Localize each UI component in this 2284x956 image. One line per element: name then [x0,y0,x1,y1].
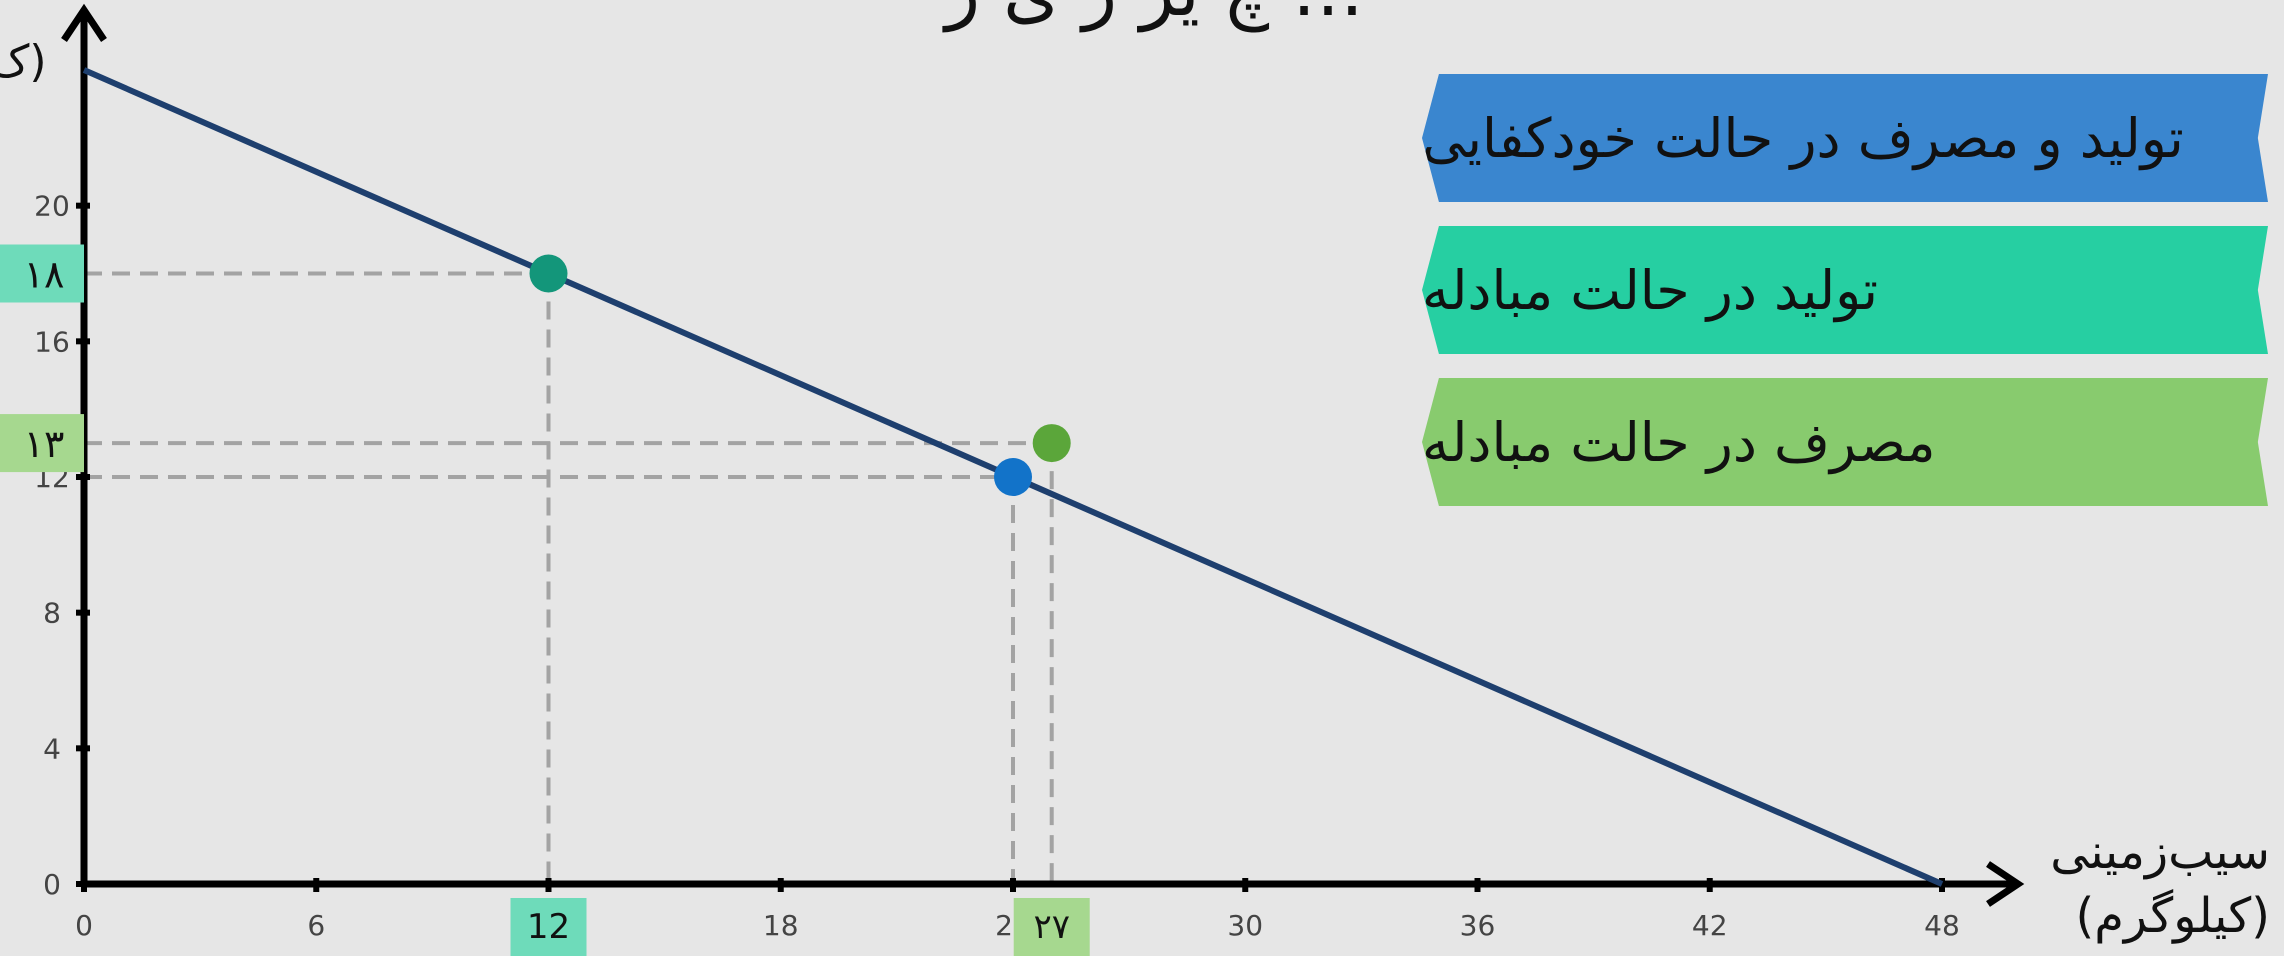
data-point [529,254,568,293]
y-axis-label: (ک [0,36,47,87]
chart-title: … چ یر ر ی ر [945,0,1364,32]
x-tick-label: 0 [75,909,93,942]
y-highlight-label: ۱۳ [24,422,65,466]
x-tick-label: 30 [1227,909,1263,942]
x-highlight-label: 12 [527,907,570,947]
x-tick-label: 18 [763,909,799,942]
legend-item-consumption-exchange: مصرف در حالت مبادله [1422,378,2268,506]
legend-label: مصرف در حالت مبادله [1422,410,1936,474]
y-tick-label: 4 [43,732,61,765]
x-highlight-label: ۲۷ [1033,907,1070,947]
y-highlight-box [0,414,84,473]
y-tick-label: 0 [43,868,61,901]
x-tick-label: 48 [1924,909,1960,942]
y-highlight-box [0,244,84,303]
x-tick-label: 6 [307,909,325,942]
legend-label: تولید در حالت مبادله [1422,258,1879,322]
x-tick-label: 36 [1460,909,1496,942]
y-highlight-label: ۱۸ [24,253,65,297]
legend-item-self-sufficiency: تولید و مصرف در حالت خودکفایی [1422,74,2268,202]
x-highlight-box [510,898,587,956]
x-tick-label: 42 [1692,909,1728,942]
y-tick-label: 20 [34,190,70,223]
x-axis-arrow [1986,861,2025,907]
y-tick-label: 8 [43,597,61,630]
x-axis-label: سیب‌زمینی (کیلوگرم) [2050,824,2270,944]
data-point [994,458,1032,496]
y-axis-arrow [61,3,107,42]
y-tick-label: 16 [34,325,70,358]
data-point [1032,424,1071,463]
legend-label: تولید و مصرف در حالت خودکفایی [1422,106,2184,170]
x-highlight-box [1013,898,1090,956]
legend-item-production-exchange: تولید در حالت مبادله [1422,226,2268,354]
